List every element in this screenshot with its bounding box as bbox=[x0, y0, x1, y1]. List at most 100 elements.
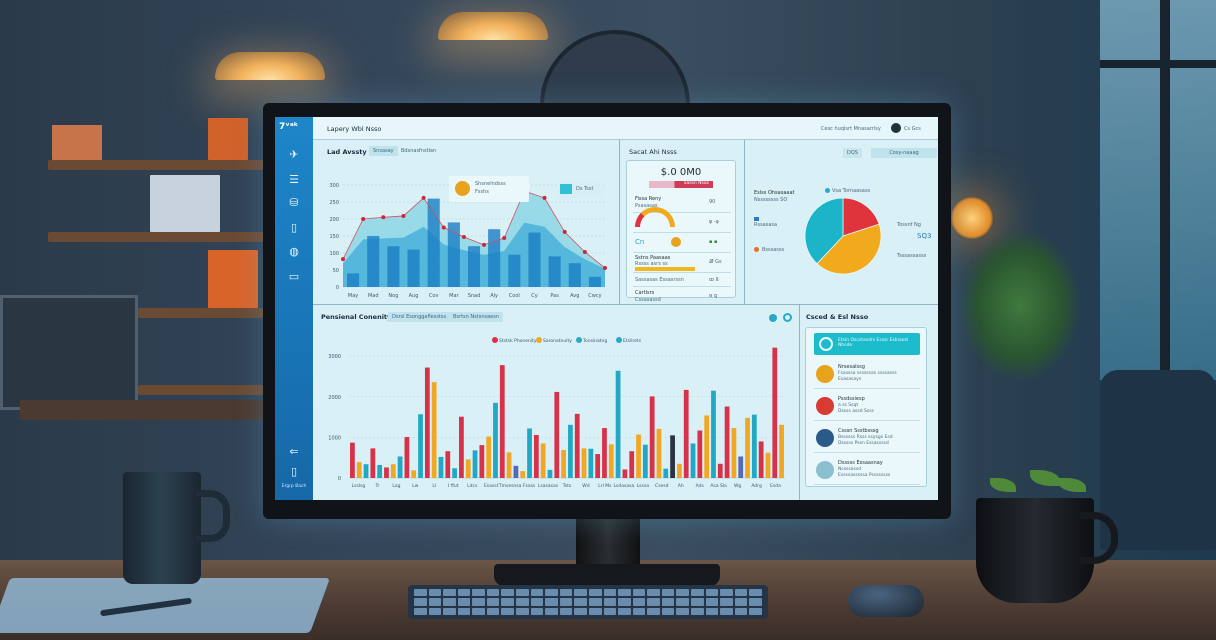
key[interactable] bbox=[618, 598, 631, 606]
key[interactable] bbox=[486, 607, 500, 615]
key[interactable] bbox=[588, 589, 602, 597]
key[interactable] bbox=[676, 598, 690, 606]
key[interactable] bbox=[501, 589, 515, 597]
chip-filter[interactable]: Bdsnasfnstlan bbox=[401, 148, 437, 154]
key[interactable] bbox=[486, 598, 500, 606]
key[interactable] bbox=[559, 607, 573, 615]
key[interactable] bbox=[734, 607, 748, 615]
key[interactable] bbox=[588, 607, 602, 615]
key[interactable] bbox=[574, 598, 587, 606]
key[interactable] bbox=[574, 607, 587, 615]
key[interactable] bbox=[414, 589, 427, 597]
key[interactable] bbox=[486, 589, 500, 597]
refresh-icon[interactable] bbox=[769, 314, 777, 322]
info-card[interactable]: Csssn Ssstbsssg Bssssss Rsss ssysgs Esd … bbox=[814, 424, 920, 453]
pie-button[interactable]: DQS bbox=[843, 148, 862, 158]
summary-row[interactable]: Fissa Reny Psasasas 90 bbox=[633, 193, 731, 213]
layers-icon[interactable]: ☰ bbox=[289, 173, 299, 186]
key[interactable] bbox=[530, 607, 544, 615]
chip-filter[interactable]: Snsasay bbox=[369, 146, 398, 156]
mouse[interactable] bbox=[848, 585, 924, 617]
document-icon[interactable]: ▯ bbox=[290, 221, 298, 234]
exit-icon[interactable]: ⇐ bbox=[289, 445, 299, 458]
key[interactable] bbox=[603, 607, 617, 615]
key[interactable] bbox=[661, 589, 675, 597]
key[interactable] bbox=[574, 589, 587, 597]
key[interactable] bbox=[443, 598, 456, 606]
key[interactable] bbox=[749, 607, 762, 615]
key[interactable] bbox=[676, 589, 690, 597]
key[interactable] bbox=[428, 598, 442, 606]
key[interactable] bbox=[734, 598, 748, 606]
user-name[interactable]: Cs Gcs bbox=[904, 126, 921, 132]
key[interactable] bbox=[472, 607, 485, 615]
key[interactable] bbox=[676, 607, 690, 615]
key[interactable] bbox=[443, 607, 456, 615]
storage-icon[interactable]: ▯ bbox=[290, 465, 298, 478]
pie-button[interactable]: Cosy-naaag bbox=[871, 148, 937, 158]
key[interactable] bbox=[457, 598, 471, 606]
key[interactable] bbox=[705, 589, 719, 597]
storage-icon[interactable]: ▭ bbox=[288, 270, 300, 283]
key[interactable] bbox=[501, 607, 515, 615]
key[interactable] bbox=[632, 598, 646, 606]
key[interactable] bbox=[443, 589, 456, 597]
chip-filter[interactable]: Dsrsl Esonggaflesstss bbox=[388, 312, 451, 322]
key[interactable] bbox=[691, 598, 704, 606]
plane-icon[interactable]: ✈ bbox=[289, 148, 299, 161]
key[interactable] bbox=[559, 589, 573, 597]
key[interactable] bbox=[632, 589, 646, 597]
summary-row[interactable]: Cn ▪ ▪ bbox=[633, 233, 731, 253]
key[interactable] bbox=[720, 589, 733, 597]
key[interactable] bbox=[516, 589, 529, 597]
key[interactable] bbox=[472, 589, 485, 597]
key[interactable] bbox=[734, 589, 748, 597]
globe-icon[interactable]: ◍ bbox=[289, 245, 299, 258]
key[interactable] bbox=[705, 607, 719, 615]
key[interactable] bbox=[414, 607, 427, 615]
key[interactable] bbox=[530, 598, 544, 606]
key[interactable] bbox=[691, 607, 704, 615]
key[interactable] bbox=[720, 607, 733, 615]
key[interactable] bbox=[603, 589, 617, 597]
key[interactable] bbox=[530, 589, 544, 597]
key[interactable] bbox=[749, 598, 762, 606]
key[interactable] bbox=[559, 598, 573, 606]
key[interactable] bbox=[472, 598, 485, 606]
key[interactable] bbox=[603, 598, 617, 606]
key[interactable] bbox=[457, 589, 471, 597]
key[interactable] bbox=[414, 598, 427, 606]
cta-button[interactable]: Etsin Oscstasdrs Esssr Eslnasst Nhsde bbox=[814, 333, 920, 355]
summary-row[interactable]: φ ·φ bbox=[633, 207, 731, 233]
summary-row[interactable]: Sassasas Essasrssn ꝏ ß bbox=[633, 273, 731, 287]
key[interactable] bbox=[618, 607, 631, 615]
chip-filter[interactable]: Bsrtsn Nstsnsaesn bbox=[449, 312, 504, 322]
key[interactable] bbox=[647, 598, 660, 606]
key[interactable] bbox=[457, 607, 471, 615]
key[interactable] bbox=[705, 598, 719, 606]
key[interactable] bbox=[632, 607, 646, 615]
key[interactable] bbox=[661, 607, 675, 615]
key[interactable] bbox=[749, 589, 762, 597]
info-card[interactable]: Nrsesalssg Fsasssa ssssssas ssssasss Esa… bbox=[814, 360, 920, 389]
database-icon[interactable]: ⛁ bbox=[289, 196, 299, 209]
key[interactable] bbox=[428, 589, 442, 597]
key[interactable] bbox=[661, 598, 675, 606]
info-card[interactable]: Dsssss Essaasnay Nssssassd Essssasssssa … bbox=[814, 456, 920, 485]
settings-icon[interactable] bbox=[783, 313, 792, 322]
key[interactable] bbox=[545, 589, 558, 597]
avatar[interactable] bbox=[891, 123, 901, 133]
key[interactable] bbox=[545, 598, 558, 606]
key[interactable] bbox=[647, 589, 660, 597]
key[interactable] bbox=[516, 607, 529, 615]
keyboard[interactable] bbox=[408, 585, 768, 619]
key[interactable] bbox=[691, 589, 704, 597]
key[interactable] bbox=[618, 589, 631, 597]
key[interactable] bbox=[501, 598, 515, 606]
key[interactable] bbox=[588, 598, 602, 606]
key[interactable] bbox=[428, 607, 442, 615]
key[interactable] bbox=[545, 607, 558, 615]
key[interactable] bbox=[647, 607, 660, 615]
key[interactable] bbox=[516, 598, 529, 606]
summary-row[interactable]: Sstns Paasaas Rssss asrs ss Ꮺ Gs bbox=[633, 253, 731, 273]
